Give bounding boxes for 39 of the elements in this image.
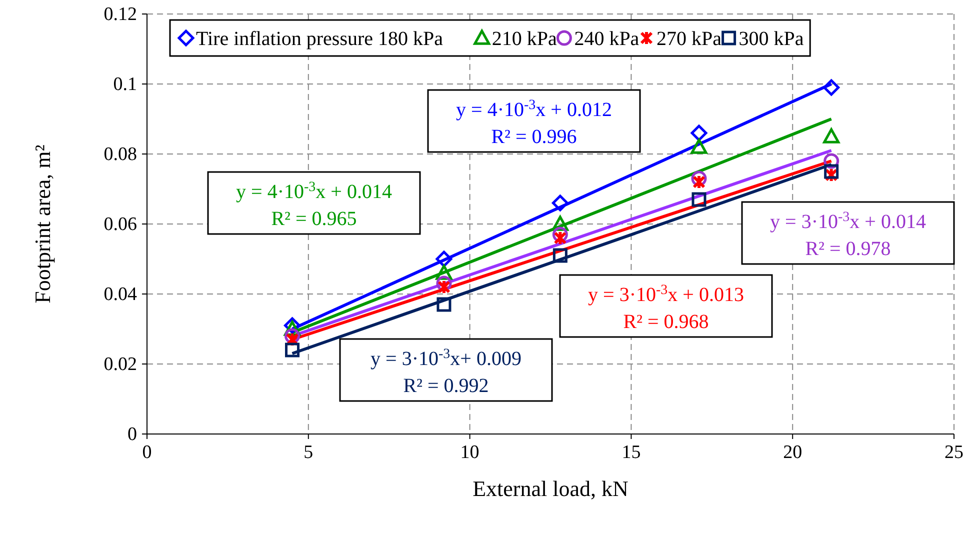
point bbox=[823, 128, 840, 144]
point bbox=[690, 138, 708, 154]
x-axis-title: External load, kN bbox=[472, 476, 628, 501]
point bbox=[436, 297, 452, 312]
point bbox=[823, 79, 840, 96]
point bbox=[552, 194, 568, 212]
point bbox=[692, 192, 706, 207]
x-tick-label: 20 bbox=[783, 442, 802, 463]
legend-label: 270 kPa bbox=[656, 28, 722, 50]
point bbox=[436, 250, 452, 268]
y-tick-label: 0.02 bbox=[104, 354, 137, 375]
legend-label: 210 kPa bbox=[492, 28, 558, 50]
x-tick-label: 10 bbox=[460, 442, 480, 463]
x-tick-label: 5 bbox=[304, 442, 314, 463]
point bbox=[285, 342, 300, 358]
legend-label: 300 kPa bbox=[738, 28, 804, 50]
y-tick-label: 0.08 bbox=[104, 144, 137, 165]
annotation: y = 3·10$^{-3}$x + 0.013 R² = 0.968 bbox=[588, 282, 744, 333]
x-tick-label: 25 bbox=[944, 442, 964, 463]
point bbox=[692, 174, 706, 190]
y-axis-title: Footprint area, m² bbox=[30, 144, 55, 304]
point bbox=[690, 124, 708, 142]
legend-label: 240 kPa bbox=[574, 28, 640, 50]
annotation: y = 3·10$^{-3}$x + 0.014 R² = 0.978 bbox=[770, 210, 926, 260]
y-tick-label: 0.04 bbox=[104, 284, 138, 305]
x-tick-label: 15 bbox=[622, 442, 641, 463]
x-tick-label: 0 bbox=[142, 442, 152, 463]
point bbox=[824, 164, 839, 179]
point bbox=[554, 230, 567, 246]
y-tick-label: 0.1 bbox=[113, 74, 137, 95]
y-tick-label: 0 bbox=[128, 424, 137, 445]
y-tick-label: 0.12 bbox=[104, 4, 137, 25]
annotation: y = 3·10$^{-3}$x+ 0.009 R² = 0.992 bbox=[370, 346, 522, 397]
y-tick-label: 0.06 bbox=[104, 214, 137, 235]
legend-label: Tire inflation pressure 180 kPa bbox=[196, 28, 444, 50]
annotation: y = 4·10$^{-3}$x + 0.012 R² = 0.996 bbox=[456, 98, 612, 148]
point bbox=[552, 248, 568, 263]
annotation: y = 4·10$^{-3}$x + 0.014 R² = 0.965 bbox=[236, 180, 392, 230]
point bbox=[437, 280, 450, 294]
